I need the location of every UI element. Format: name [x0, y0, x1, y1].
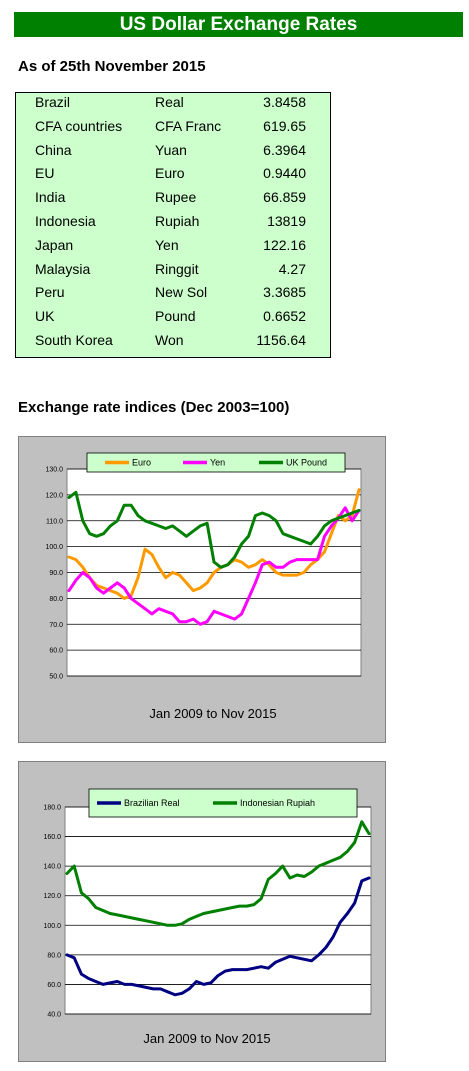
rate-row: India Rupee 66.859 — [16, 189, 330, 212]
chart-svg-2: 40.0 60.0 80.0 100.0 120.0 140.0 160.0 180.0 Bra… — [43, 788, 372, 1046]
currency-name: Yuan — [155, 141, 187, 158]
rate-row: Malaysia Ringgit 4.27 — [16, 261, 330, 284]
rate-value: 0.9440 — [263, 165, 306, 182]
y-tick-label: 160.0 — [43, 834, 61, 841]
y-tick-label: 60.0 — [47, 982, 61, 989]
rate-value: 0.6652 — [263, 308, 306, 325]
country-name: South Korea — [35, 332, 113, 348]
y-tick-label: 140.0 — [43, 864, 61, 871]
y-tick-label: 110.0 — [46, 518, 63, 525]
currency-name: Yen — [155, 236, 179, 253]
y-tick-label: 120.0 — [43, 893, 61, 900]
y-tick-label: 100.0 — [43, 923, 61, 930]
series-line-brazilian-real — [65, 876, 371, 997]
country-name: Japan — [35, 236, 74, 253]
country-name: Brazil — [35, 94, 71, 110]
chart-euro-yen-pound: 50.0 60.0 70.0 80.0 90.0 100.0 110.0 120.0 130.0… — [18, 436, 386, 743]
rate-value: 3.8458 — [263, 94, 306, 110]
x-axis-label: Jan 2009 to Nov 2015 — [143, 1031, 270, 1046]
rate-value: 66.859 — [263, 189, 306, 206]
y-tick-label: 50.0 — [49, 674, 63, 681]
page-title: US Dollar Exchange Rates — [14, 12, 463, 37]
x-axis-label: Jan 2009 to Nov 2015 — [149, 706, 276, 721]
currency-name: Won — [155, 332, 184, 348]
rate-value: 619.65 — [263, 117, 306, 134]
legend: Brazilian Real Indonesian Rupiah — [88, 788, 358, 818]
rate-row: Indonesia Rupiah 13819 — [16, 213, 330, 236]
rates-date-heading: As of 25th November 2015 — [18, 58, 206, 75]
indices-heading: Exchange rate indices (Dec 2003=100) — [18, 399, 290, 416]
rate-value: 13819 — [267, 213, 306, 229]
currency-name: New Sol — [155, 284, 208, 301]
rate-row: EU Euro 0.9440 — [16, 165, 330, 188]
rate-row: South Korea Won 1156.64 — [16, 332, 330, 355]
rate-row: China Yuan 6.3964 — [16, 142, 330, 165]
country-name: China — [35, 141, 72, 158]
y-tick-label: 80.0 — [49, 596, 63, 603]
rate-row: Japan Yen 122.16 — [16, 237, 330, 260]
y-tick-label: 70.0 — [49, 622, 63, 629]
legend-box — [86, 452, 346, 473]
legend-label: Brazilian Real — [124, 798, 180, 808]
y-tick-label: 80.0 — [47, 952, 61, 959]
rate-row: Peru New Sol 3.3685 — [16, 284, 330, 307]
chart-real-rupiah: 40.0 60.0 80.0 100.0 120.0 140.0 160.0 180.0 Bra… — [18, 761, 386, 1062]
rate-row: Brazil Real 3.8458 — [16, 94, 330, 117]
legend-label: Indonesian Rupiah — [240, 798, 315, 808]
y-tick-label: 90.0 — [49, 570, 63, 577]
exchange-rates-table: Brazil Real 3.8458 CFA countries CFA Franc 61… — [15, 92, 331, 358]
rate-row: CFA countries CFA Franc 619.65 — [16, 118, 330, 141]
y-tick-label: 100.0 — [45, 544, 63, 551]
series-line-euro — [67, 488, 361, 600]
currency-name: Euro — [155, 165, 185, 182]
y-tick-label: 180.0 — [43, 805, 61, 812]
country-name: EU — [35, 165, 55, 182]
rate-value: 4.27 — [278, 260, 306, 277]
rate-value: 6.3964 — [263, 141, 306, 158]
series-line-indonesian-rupiah — [65, 820, 371, 927]
country-name: Indonesia — [35, 213, 96, 229]
rate-value: 122.16 — [263, 236, 306, 253]
legend: Euro Yen UK Pound — [86, 452, 346, 473]
y-tick-label: 130.0 — [45, 467, 63, 474]
rate-row: UK Pound 0.6652 — [16, 308, 330, 331]
currency-name: Rupiah — [155, 213, 200, 229]
currency-name: Ringgit — [155, 260, 199, 277]
rate-value: 1156.64 — [256, 332, 306, 348]
country-name: UK — [35, 308, 55, 325]
currency-name: CFA Franc — [155, 117, 222, 134]
rate-value: 3.3685 — [263, 284, 306, 301]
currency-name: Real — [155, 94, 184, 110]
y-tick-label: 40.0 — [47, 1012, 61, 1019]
currency-name: Rupee — [155, 189, 197, 206]
country-name: India — [35, 189, 66, 206]
series-line-uk-pound — [67, 490, 361, 569]
series-line-yen — [67, 506, 361, 626]
y-tick-label: 60.0 — [49, 648, 63, 655]
country-name: Peru — [35, 284, 65, 301]
country-name: Malaysia — [35, 260, 91, 277]
country-name: CFA countries — [35, 117, 123, 134]
currency-name: Pound — [155, 308, 196, 325]
y-tick-label: 120.0 — [45, 492, 63, 499]
legend-label: Yen — [210, 458, 225, 468]
legend-label: UK Pound — [286, 458, 327, 468]
legend-label: Euro — [132, 458, 151, 468]
chart-svg-1: 50.0 60.0 70.0 80.0 90.0 100.0 110.0 120.0 130.0… — [45, 452, 362, 721]
